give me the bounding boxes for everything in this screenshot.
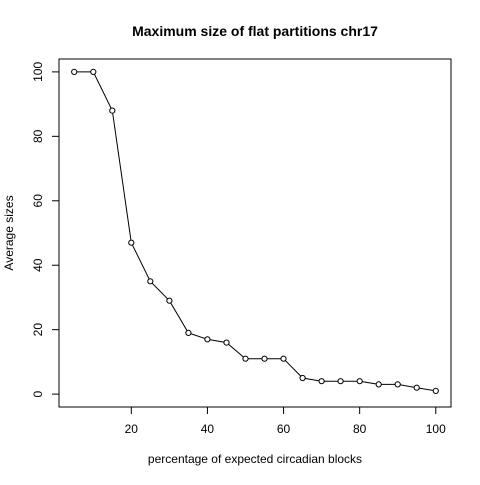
y-axis: 0 20 40 60 80 100: [31, 62, 60, 397]
y-tick-label: 60: [31, 194, 45, 208]
data-point: [204, 336, 211, 343]
x-tick-label: 80: [353, 422, 367, 436]
y-tick-label: 80: [31, 129, 45, 143]
data-point: [128, 239, 135, 246]
y-axis-label: Average sizes: [2, 195, 16, 270]
x-tick-label: 20: [125, 422, 139, 436]
data-point: [413, 384, 420, 391]
plot-frame: [58, 58, 452, 408]
x-tick-label: 60: [277, 422, 291, 436]
data-point: [90, 68, 97, 76]
data-point: [318, 378, 325, 385]
data-point: [280, 355, 287, 362]
x-tick-label: 40: [201, 422, 215, 436]
data-point: [242, 355, 249, 362]
data-point: [261, 355, 268, 362]
y-tick-label: 100: [31, 62, 45, 82]
x-axis-label: percentage of expected circadian blocks: [148, 452, 362, 466]
series-line: [74, 71, 436, 392]
x-tick-label: 100: [426, 422, 446, 436]
data-series: [71, 68, 439, 394]
chart-title: Maximum size of flat partitions chr17: [132, 23, 378, 39]
data-point: [299, 374, 306, 382]
data-point: [375, 381, 382, 388]
data-point: [185, 329, 192, 336]
data-point: [71, 68, 78, 76]
data-point: [394, 381, 401, 388]
data-point: [166, 297, 173, 304]
x-axis: 20 40 60 80 100: [125, 406, 446, 436]
data-point: [432, 387, 439, 394]
data-point: [337, 378, 344, 385]
y-tick-label: 20: [31, 323, 45, 337]
data-point: [147, 278, 154, 285]
data-point: [356, 378, 363, 385]
data-point: [109, 107, 116, 114]
y-tick-label: 40: [31, 258, 45, 272]
data-point: [223, 339, 230, 346]
y-tick-label: 0: [31, 390, 45, 397]
